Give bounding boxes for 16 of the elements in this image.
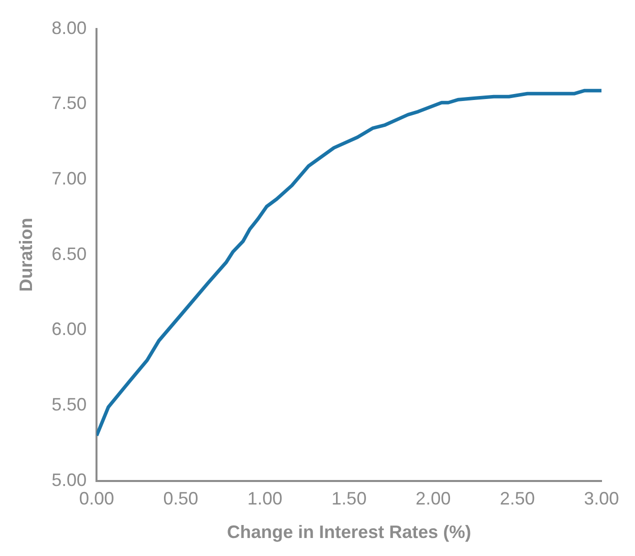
x-tick-label: 1.50 [332, 488, 367, 509]
x-tick-label: 3.00 [584, 488, 620, 509]
x-tick-label: 0.50 [163, 488, 198, 509]
y-tick-label: 7.50 [52, 93, 87, 114]
y-tick-label: 6.50 [52, 244, 87, 264]
y-tick-label: 5.00 [52, 470, 87, 490]
x-tick-label: 0.00 [79, 488, 114, 509]
x-tick-label: 2.00 [416, 488, 451, 509]
y-tick-label: 8.00 [52, 18, 87, 38]
y-tick-label: 7.00 [52, 168, 87, 188]
y-tick-label: 6.00 [52, 319, 87, 340]
y-tick-label: 5.50 [52, 394, 87, 414]
x-tick-label: 2.50 [500, 488, 535, 509]
x-tick-label: 1.00 [247, 488, 282, 509]
y-axis-title: Duration [16, 218, 36, 292]
x-axis-title: Change in Interest Rates (%) [227, 522, 472, 542]
